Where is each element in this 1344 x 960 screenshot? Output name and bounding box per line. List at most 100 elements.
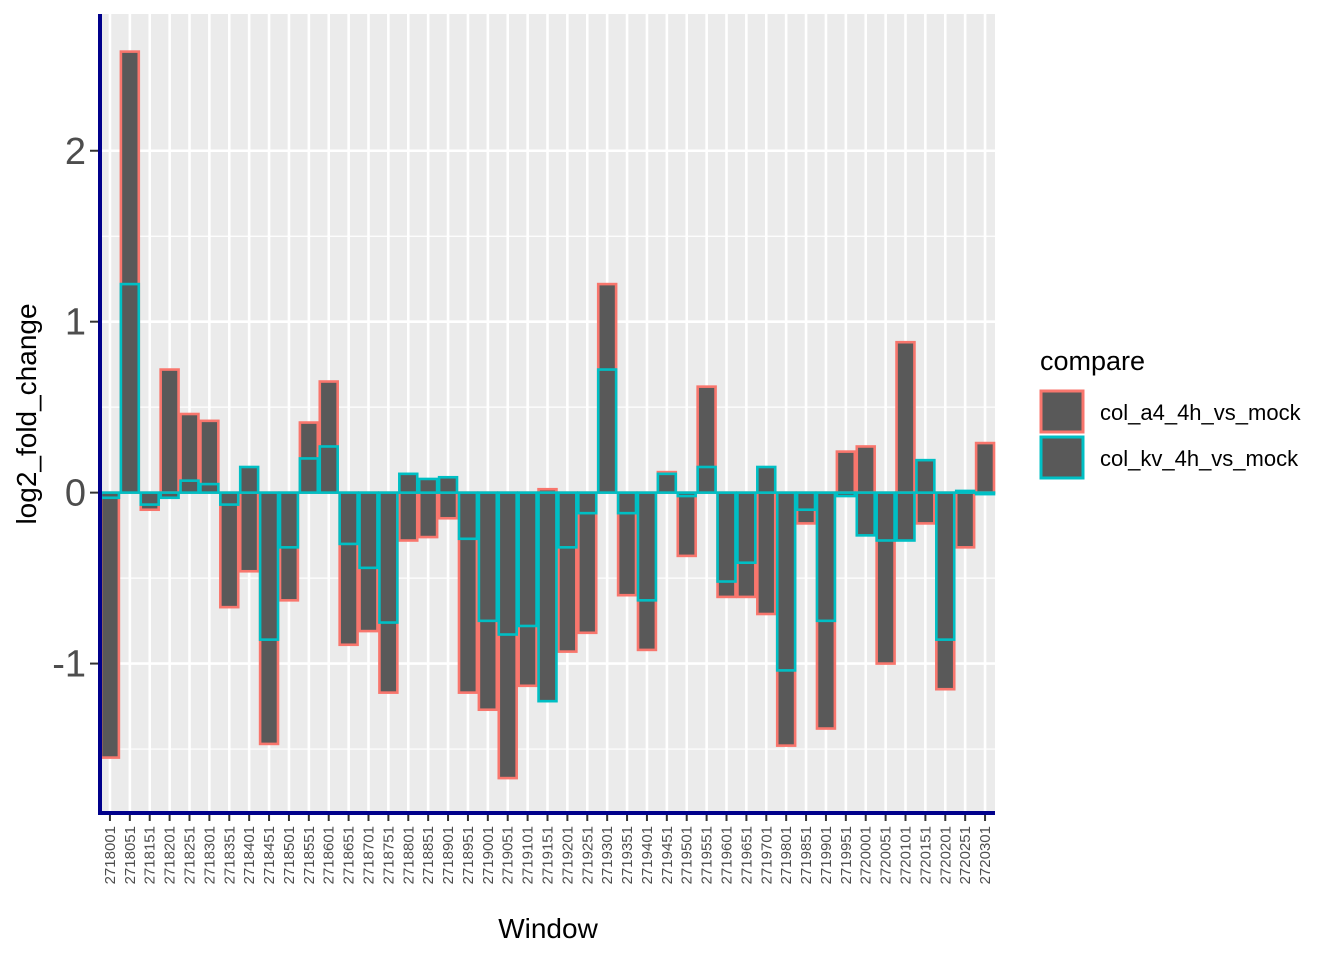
bar-kv-2720251 (954, 489, 976, 494)
legend-key-kv (1039, 435, 1085, 480)
legend-title: compare (1040, 346, 1145, 376)
x-tick-label: 2719801 (778, 826, 795, 884)
bar-kv-2718851 (417, 477, 439, 494)
bar-kv-2720001 (855, 491, 876, 537)
x-axis-ticks: 2718001 2718051 2718151 2718201 2718251 27183… (102, 815, 994, 884)
x-tick-label: 2720201 (937, 826, 954, 884)
bar-a4-2720251 (954, 491, 976, 549)
bar-kv-2718151 (139, 491, 160, 506)
x-tick-label: 2720101 (898, 826, 915, 884)
bar-kv-2719601 (716, 491, 737, 583)
x-tick-label: 2719101 (520, 826, 537, 884)
y-tick-label: 0 (65, 473, 86, 515)
x-tick-label: 2718551 (301, 826, 318, 884)
bar-kv-2719451 (656, 472, 678, 494)
x-tick-label: 2720051 (878, 826, 895, 884)
bar-kv-2718901 (437, 475, 459, 494)
x-tick-label: 2718251 (182, 826, 199, 884)
bar-kv-2719201 (557, 491, 578, 549)
bar-kv-2718751 (378, 491, 399, 624)
bar-kv-2719001 (477, 491, 499, 623)
x-tick-label: 2718751 (380, 826, 397, 884)
bar-kv-2718001 (99, 491, 121, 500)
x-tick-label: 2719251 (579, 826, 596, 884)
x-tick-label: 2719651 (738, 826, 755, 884)
bar-kv-2718401 (238, 465, 260, 494)
bar-kv-2718451 (258, 491, 280, 641)
x-tick-label: 2719001 (480, 826, 497, 884)
bar-kv-2720051 (875, 491, 896, 542)
bar-kv-2718351 (219, 491, 240, 506)
bar-kv-2720151 (915, 458, 936, 494)
legend-key-a4 (1039, 389, 1085, 434)
bars (99, 50, 996, 780)
x-tick-label: 2719051 (500, 826, 517, 884)
bar-a4-2718301 (199, 419, 220, 494)
bar-kv-2719551 (696, 465, 717, 494)
bar-kv-2719051 (497, 491, 518, 636)
bar-a4-2719951 (835, 450, 857, 494)
bar-a4-2718351 (219, 491, 240, 609)
bar-kv-2719301 (596, 368, 618, 494)
x-tick-label: 2718351 (221, 826, 238, 884)
x-tick-label: 2718151 (142, 826, 159, 884)
x-tick-label: 2719701 (758, 826, 775, 884)
x-tick-label: 2719551 (699, 826, 716, 884)
bar-a4-2720151 (915, 491, 936, 525)
x-tick-label: 2718901 (440, 826, 457, 884)
x-tick-label: 2718701 (361, 826, 378, 884)
x-tick-label: 2720151 (917, 826, 934, 884)
x-tick-label: 2719351 (619, 826, 636, 884)
y-tick-label: 1 (65, 302, 86, 344)
bar-a4-2718201 (159, 368, 180, 494)
bar-kv-2719101 (517, 491, 538, 628)
bar-kv-2718201 (159, 491, 180, 500)
x-tick-label: 2720001 (858, 826, 875, 884)
x-tick-label: 2718501 (281, 826, 298, 884)
x-axis-title: Window (498, 913, 598, 944)
x-tick-label: 2719201 (559, 826, 576, 884)
bar-kv-2718601 (318, 445, 339, 494)
bar-kv-2718551 (298, 457, 320, 494)
legend-label-kv: col_kv_4h_vs_mock (1100, 446, 1299, 471)
bar-kv-2718501 (278, 491, 300, 549)
x-tick-label: 2719401 (639, 826, 656, 884)
bar-kv-2718701 (358, 491, 379, 570)
x-tick-label: 2719151 (540, 826, 557, 884)
x-tick-label: 2718301 (201, 826, 218, 884)
x-tick-label: 2719601 (719, 826, 736, 884)
bar-a4-2718901 (437, 491, 459, 520)
bar-kv-2720301 (974, 491, 996, 496)
bar-kv-2718651 (338, 491, 359, 546)
x-tick-label: 2718201 (162, 826, 179, 884)
bar-kv-2719901 (815, 491, 837, 623)
y-tick-label: -1 (52, 644, 86, 686)
x-tick-label: 2718851 (420, 826, 437, 884)
x-tick-label: 2719901 (818, 826, 835, 884)
legend-item-a4: col_a4_4h_vs_mock (1039, 389, 1302, 434)
y-axis-title: log2_fold_change (11, 303, 42, 524)
x-tick-label: 2718451 (261, 826, 278, 884)
y-axis-ticks: -1 0 1 2 (52, 131, 98, 686)
bar-kv-2719501 (676, 491, 697, 498)
bar-kv-2720201 (935, 491, 956, 641)
x-tick-label: 2718651 (341, 826, 358, 884)
legend-label-a4: col_a4_4h_vs_mock (1100, 400, 1302, 425)
x-tick-label: 2720251 (957, 826, 974, 884)
bar-kv-2719251 (577, 491, 598, 515)
bar-kv-2719351 (616, 491, 638, 515)
x-tick-label: 2719451 (659, 826, 676, 884)
bar-a4-2719701 (756, 491, 777, 616)
bar-a4-2718401 (238, 491, 260, 573)
bar-a4-2720001 (855, 445, 876, 494)
bar-kv-2719651 (736, 491, 757, 565)
bar-kv-2718051 (119, 282, 141, 494)
bar-a4-2718851 (417, 491, 439, 539)
legend: compare col_a4_4h_vs_mock col_kv_4h_vs_m… (1039, 346, 1302, 480)
bar-kv-2719151 (537, 491, 558, 703)
x-tick-label: 2718601 (321, 826, 338, 884)
bar-a4-2720101 (895, 340, 916, 494)
bar-a4-2718001 (99, 491, 121, 759)
bar-a4-2718801 (398, 491, 419, 542)
